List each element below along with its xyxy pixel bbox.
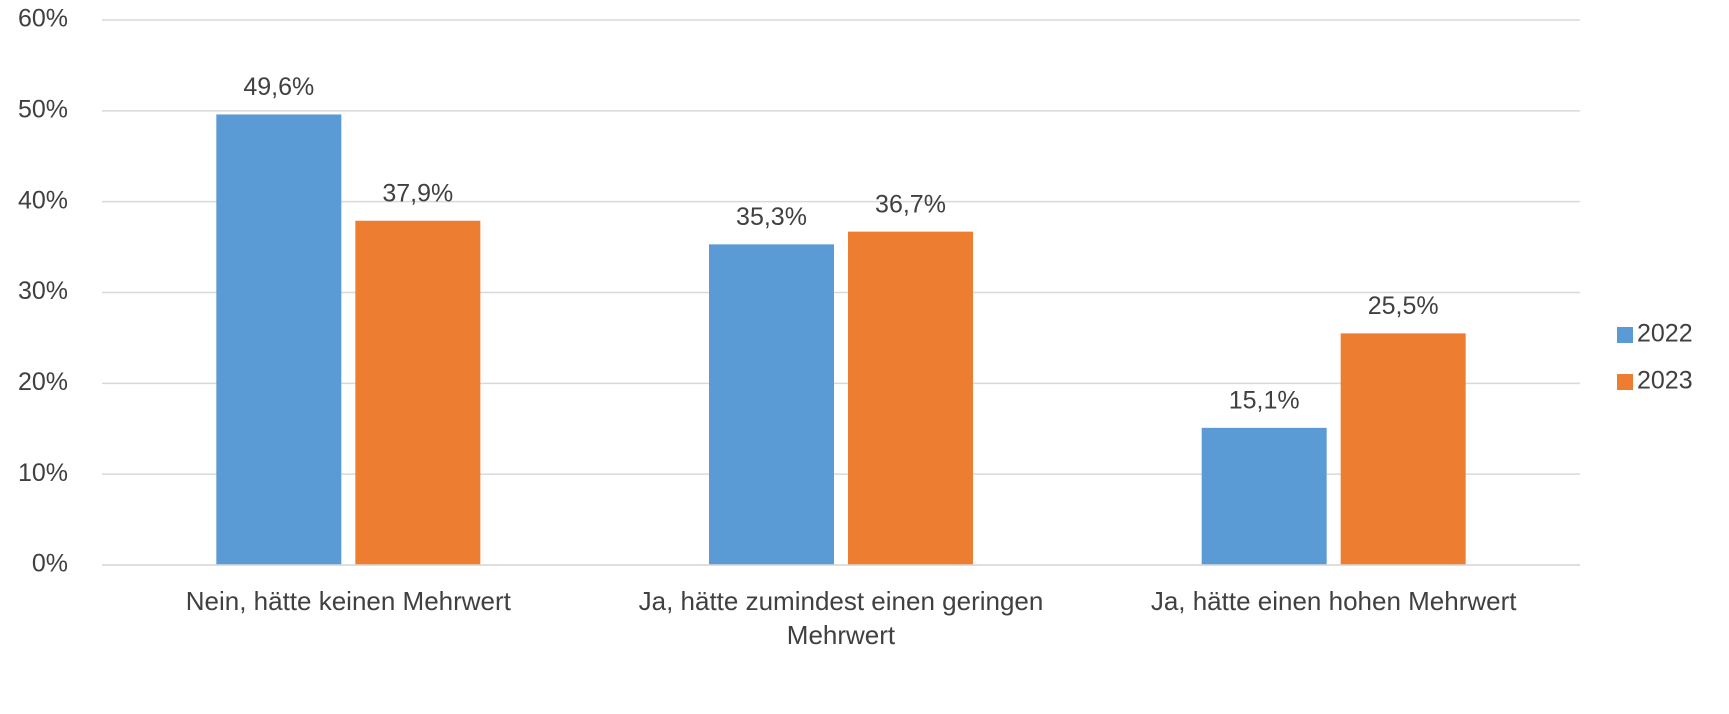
y-tick-label: 20% xyxy=(18,368,68,396)
y-tick-label: 40% xyxy=(18,186,68,214)
bar xyxy=(848,231,973,565)
legend-label: 2022 xyxy=(1637,320,1693,348)
data-label: 15,1% xyxy=(1229,386,1300,414)
data-label: 37,9% xyxy=(382,179,453,207)
data-label: 25,5% xyxy=(1368,292,1439,320)
y-tick-label: 0% xyxy=(32,550,68,578)
y-tick-label: 60% xyxy=(18,5,68,33)
x-tick-label: Ja, hätte zumindest einen geringen Mehrw… xyxy=(638,586,1044,650)
bar xyxy=(709,244,834,565)
y-tick-label: 10% xyxy=(18,459,68,487)
data-label: 35,3% xyxy=(736,203,807,231)
legend-swatch xyxy=(1617,374,1633,390)
data-label: 36,7% xyxy=(875,190,946,218)
bar xyxy=(1340,333,1466,565)
bar xyxy=(1201,427,1327,565)
bar xyxy=(216,114,342,565)
data-label: 49,6% xyxy=(243,73,314,101)
x-tick-label: Nein, hätte keinen Mehrwert xyxy=(185,586,511,616)
legend-swatch xyxy=(1617,327,1633,343)
legend-label: 2023 xyxy=(1637,367,1693,395)
x-tick-label: Ja, hätte einen hohen Mehrwert xyxy=(1150,586,1517,616)
y-tick-label: 50% xyxy=(18,95,68,123)
bar xyxy=(355,220,481,565)
y-tick-label: 30% xyxy=(18,277,68,305)
